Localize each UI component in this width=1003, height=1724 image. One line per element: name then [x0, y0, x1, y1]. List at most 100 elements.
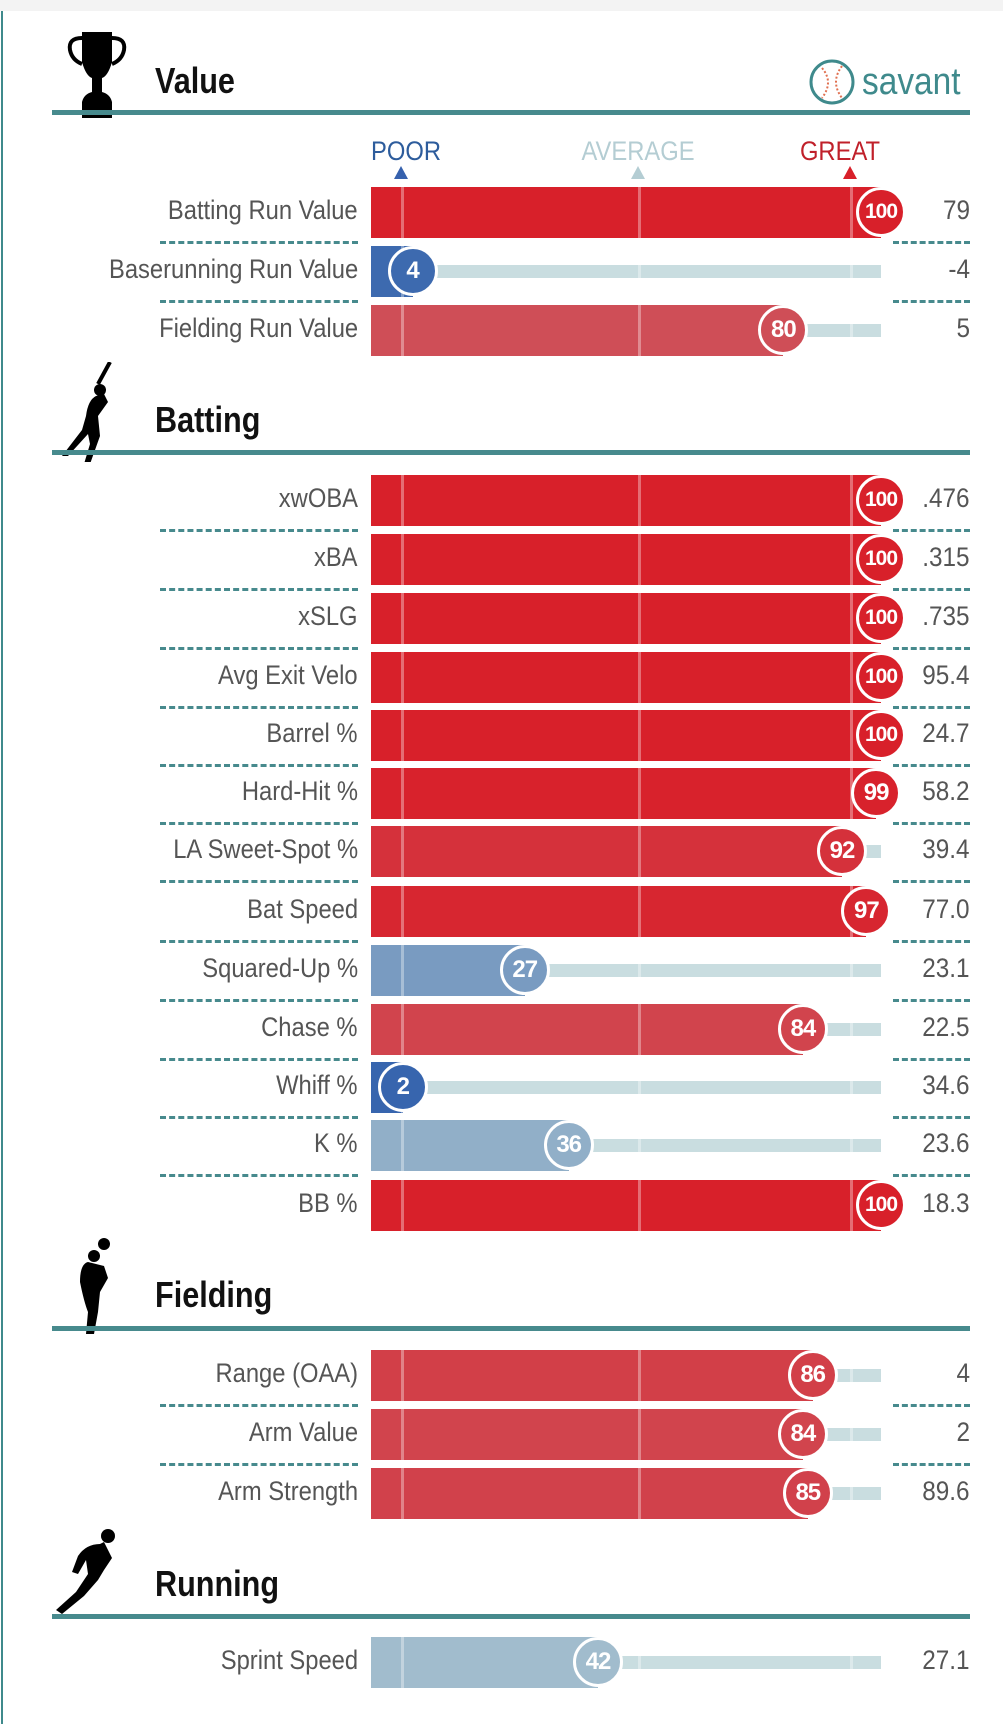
great-marker — [843, 166, 857, 179]
row-divider — [893, 764, 970, 767]
percentile-badge[interactable]: 100 — [856, 593, 906, 643]
section-title: Running — [155, 1563, 280, 1604]
bar-gridline — [638, 1004, 641, 1055]
metric-value: 22.5 — [922, 1012, 970, 1042]
average-marker — [631, 166, 645, 179]
percentile-badge[interactable]: 92 — [816, 826, 867, 876]
row-divider — [893, 588, 970, 591]
row-divider — [893, 999, 970, 1002]
percentile-badge[interactable]: 100 — [856, 475, 906, 525]
poor-marker — [394, 166, 408, 179]
percentile-badge[interactable]: 4 — [387, 246, 438, 296]
percentile-bar — [371, 1004, 803, 1055]
metric-value: 24.7 — [922, 718, 970, 748]
percentile-bar — [371, 1468, 808, 1519]
bar-gridline — [850, 945, 853, 996]
metric-label: Fielding Run Value — [158, 313, 358, 343]
bar-gridline — [401, 534, 404, 585]
bar-gridline — [401, 1180, 404, 1231]
percentile-bar — [371, 187, 881, 238]
bar-gridline — [850, 305, 853, 356]
percentile-bar — [371, 475, 881, 526]
bar-gridline — [401, 475, 404, 526]
metric-value: 18.3 — [922, 1188, 970, 1218]
metric-value: 23.1 — [922, 953, 970, 983]
bar-gridline — [638, 945, 641, 996]
percentile-badge[interactable]: 36 — [543, 1120, 594, 1170]
bar-gridline — [638, 593, 641, 644]
bar-gridline — [401, 945, 404, 996]
bar-gridline — [850, 652, 853, 703]
bar-gridline — [638, 246, 641, 297]
row-divider — [160, 1116, 358, 1119]
bar-gridline — [401, 1004, 404, 1055]
bar-gridline — [638, 534, 641, 585]
section-rule — [52, 1326, 970, 1331]
fielder-icon — [72, 1236, 122, 1341]
percentile-bar — [371, 593, 881, 644]
metric-label: Chase % — [261, 1012, 358, 1042]
section-title: Value — [155, 60, 235, 101]
metric-label: Barrel % — [266, 718, 358, 748]
section-rule — [52, 1614, 970, 1619]
percentile-badge[interactable]: 100 — [856, 187, 906, 237]
bar-gridline — [638, 475, 641, 526]
batter-icon — [60, 361, 130, 467]
row-divider — [160, 1404, 358, 1407]
row-divider — [160, 1174, 358, 1177]
row-divider — [160, 822, 358, 825]
savant-logo[interactable]: savant — [808, 58, 974, 106]
percentile-badge[interactable]: 27 — [499, 945, 550, 995]
row-divider — [893, 529, 970, 532]
metric-label: Bat Speed — [247, 894, 358, 924]
percentile-bar — [371, 1120, 569, 1171]
section-rule — [52, 110, 970, 115]
bar-gridline — [638, 826, 641, 877]
percentile-badge[interactable]: 100 — [856, 710, 906, 760]
bar-gridline — [401, 1120, 404, 1171]
percentile-bar — [371, 768, 877, 819]
bar-gridline — [850, 1004, 853, 1055]
percentile-badge[interactable]: 2 — [377, 1062, 428, 1112]
percentile-badge[interactable]: 84 — [777, 1004, 828, 1054]
metric-value: 27.1 — [922, 1645, 970, 1675]
row-divider — [893, 1404, 970, 1407]
metric-value: 34.6 — [922, 1070, 970, 1100]
percentile-badge[interactable]: 85 — [782, 1468, 833, 1518]
row-divider — [893, 300, 970, 303]
bar-gridline — [638, 1120, 641, 1171]
section-title: Fielding — [155, 1274, 273, 1315]
row-divider — [160, 1058, 358, 1061]
percentile-bar — [371, 1180, 881, 1231]
metric-value: 23.6 — [922, 1128, 970, 1158]
bar-gridline — [850, 1468, 853, 1519]
percentile-badge[interactable]: 100 — [856, 1180, 906, 1230]
percentile-badge[interactable]: 80 — [758, 305, 809, 355]
metric-value: .315 — [922, 542, 970, 572]
percentile-badge[interactable]: 100 — [856, 652, 906, 702]
brand-label: savant — [862, 60, 961, 103]
bar-gridline — [850, 1409, 853, 1460]
percentile-badge[interactable]: 97 — [841, 886, 892, 936]
metric-value: 4 — [956, 1358, 970, 1388]
bar-gridline — [401, 652, 404, 703]
metric-label: Whiff % — [276, 1070, 358, 1100]
bar-gridline — [850, 246, 853, 297]
bar-gridline — [401, 1409, 404, 1460]
top-band — [0, 0, 1003, 11]
percentile-badge[interactable]: 100 — [856, 534, 906, 584]
bar-gridline — [638, 187, 641, 238]
bar-gridline — [850, 1062, 853, 1113]
percentile-badge[interactable]: 99 — [851, 768, 902, 818]
percentile-badge[interactable]: 86 — [787, 1350, 838, 1400]
bar-gridline — [850, 1120, 853, 1171]
row-divider — [160, 940, 358, 943]
bar-gridline — [850, 475, 853, 526]
percentile-bar — [371, 534, 881, 585]
bar-gridline — [638, 1409, 641, 1460]
percentile-badge[interactable]: 42 — [572, 1637, 623, 1687]
bar-gridline — [401, 1350, 404, 1401]
percentile-badge[interactable]: 84 — [777, 1409, 828, 1459]
row-divider — [893, 1463, 970, 1466]
row-divider — [893, 706, 970, 709]
